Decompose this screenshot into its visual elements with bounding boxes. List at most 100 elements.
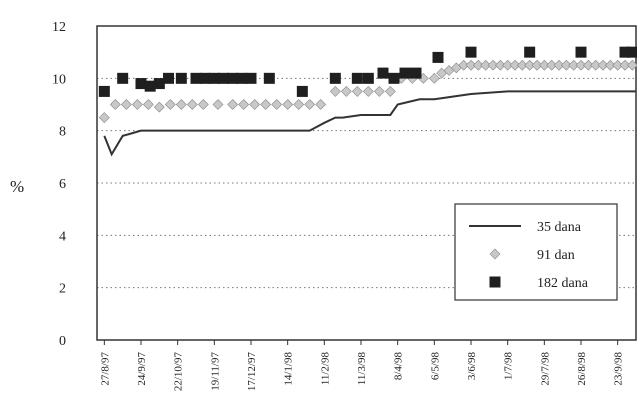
data-point-91-dan (271, 99, 283, 110)
data-point-182-dana (144, 80, 156, 92)
data-point-91-dan (109, 99, 121, 110)
data-point-91-dan (153, 101, 165, 113)
data-point-91-dan (293, 99, 305, 110)
data-point-91-dan (351, 85, 363, 97)
data-point-91-dan (568, 59, 580, 71)
data-point-182-dana (399, 67, 411, 79)
data-point-182-dana (163, 72, 174, 84)
axes: 0 2 4 6 8 10 12 27/8/97 24/9/97 22/10/97 19/11/97 1… (52, 20, 637, 392)
data-point-182-dana (190, 72, 202, 84)
data-point-91-dan (373, 85, 385, 97)
data-point-182-dana (245, 72, 257, 84)
y-tick-label: 12 (52, 20, 66, 35)
data-point-91-dan (249, 99, 261, 110)
data-point-91-dan (384, 85, 396, 97)
y-tick-label: 4 (59, 229, 66, 244)
data-point-91-dan (626, 59, 637, 71)
data-point-182-dana (524, 46, 536, 58)
data-point-91-dan (142, 99, 154, 110)
data-point-91-dan (164, 99, 176, 110)
data-point-91-dan (227, 99, 239, 110)
data-point-91-dan (212, 99, 224, 110)
data-point-91-dan (494, 59, 506, 71)
data-point-91-dan (575, 59, 587, 71)
x-tick-label: 1/7/98 (503, 352, 515, 381)
data-point-182-dana (575, 46, 587, 58)
data-point-182-dana (329, 72, 341, 84)
legend: 35 dana 91 dan 182 dana (454, 203, 618, 301)
x-tick-label: 11/3/98 (356, 352, 368, 386)
data-point-182-dana (388, 72, 400, 84)
data-point-91-dan (516, 59, 528, 71)
legend-box (454, 203, 618, 301)
data-point-91-dan (175, 99, 187, 110)
data-point-182-dana (236, 72, 248, 84)
y-tick-label: 10 (52, 72, 66, 87)
data-point-91-dan (546, 59, 558, 71)
data-point-182-dana (619, 46, 631, 58)
data-point-91-dan (619, 59, 631, 71)
data-point-91-dan (186, 99, 198, 110)
data-point-91-dan (329, 85, 341, 97)
data-point-91-dan (553, 59, 565, 71)
data-point-182-dana (153, 78, 165, 90)
series-line-35-dana (103, 90, 636, 157)
y-axis-label: % (10, 177, 24, 196)
data-point-91-dan (260, 99, 272, 110)
data-point-91-dan (458, 59, 470, 71)
data-point-182-dana (377, 67, 389, 79)
x-tick-label: 19/11/97 (209, 352, 221, 391)
data-point-91-dan (560, 59, 572, 71)
data-point-91-dan (282, 99, 294, 110)
y-tick-label: 8 (59, 125, 66, 140)
data-point-182-dana (626, 46, 637, 58)
data-point-182-dana (135, 78, 147, 90)
data-point-91-dan (315, 99, 327, 110)
y-tick-label: 2 (59, 282, 66, 297)
data-point-91-dan (304, 99, 316, 110)
data-point-182-dana (208, 72, 220, 84)
data-point-91-dan (509, 59, 521, 71)
legend-label: 91 dan (537, 248, 575, 263)
data-point-91-dan (502, 59, 514, 71)
legend-label: 182 dana (537, 276, 589, 291)
x-tick-label: 17/12/97 (246, 352, 258, 392)
data-point-91-dan (120, 99, 132, 110)
x-tick-label: 24/9/97 (136, 352, 148, 386)
data-point-91-dan (340, 85, 352, 97)
plot-border (96, 25, 637, 341)
x-tick-label: 27/8/97 (99, 352, 111, 386)
x-tick-label: 14/1/98 (283, 352, 295, 386)
data-point-182-dana (296, 85, 308, 97)
series (98, 46, 637, 157)
data-point-182-dana (117, 72, 129, 84)
data-point-182-dana (199, 72, 211, 84)
x-tick-label: 23/9/98 (613, 352, 625, 386)
x-tick-label: 8/4/98 (393, 352, 405, 381)
data-point-91-dan (472, 59, 484, 71)
data-point-91-dan (612, 59, 624, 71)
legend-label: 35 dana (537, 220, 582, 235)
data-point-182-dana (98, 85, 110, 97)
data-point-91-dan (98, 112, 110, 124)
data-point-91-dan (131, 99, 143, 110)
y-tick-label: 6 (59, 177, 66, 192)
data-point-182-dana (362, 72, 374, 84)
data-point-91-dan (524, 59, 536, 71)
data-point-91-dan (197, 99, 209, 110)
data-point-91-dan (538, 59, 550, 71)
data-point-182-dana (218, 72, 229, 84)
data-point-182-dana (175, 72, 187, 84)
data-point-182-dana (227, 72, 239, 84)
data-point-182-dana (410, 67, 422, 79)
data-point-91-dan (487, 59, 499, 71)
data-point-91-dan (480, 59, 492, 71)
x-tick-label: 3/6/98 (466, 352, 478, 381)
x-tick-label: 22/10/97 (173, 352, 185, 392)
data-point-91-dan (531, 59, 543, 71)
x-tick-label: 29/7/98 (539, 352, 551, 386)
data-point-182-dana (263, 72, 275, 84)
data-point-182-dana (351, 72, 363, 84)
data-point-91-dan (582, 59, 594, 71)
